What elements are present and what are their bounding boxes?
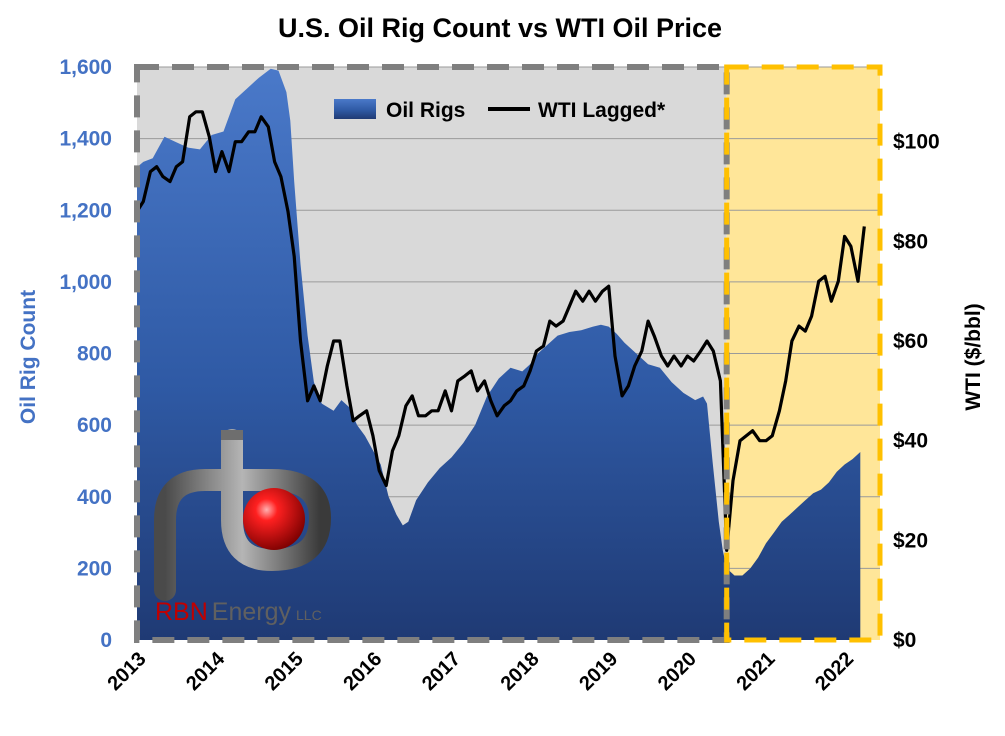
y-left-tick-label: 0 (100, 629, 112, 652)
y-left-tick-label: 600 (77, 414, 112, 437)
logo-red-ball (243, 488, 305, 550)
y-left-tick-label: 1,000 (59, 271, 112, 294)
x-axis-ticks: 2013 2014 2015 2016 2017 2018 2019 2020 2021 2022 (104, 647, 859, 695)
y-left-tick-label: 200 (77, 557, 112, 580)
y-axis-right-label: WTI ($/bbl) (962, 303, 985, 410)
x-tick-label: 2018 (497, 648, 544, 695)
legend-label-wti: WTI Lagged* (538, 99, 666, 122)
y-right-tick-label: $40 (893, 430, 928, 453)
logo-pipe (154, 429, 332, 601)
series-wti-line (137, 110, 866, 552)
x-tick-label: 2021 (733, 648, 780, 695)
y-left-tick-label: 1,600 (59, 56, 112, 79)
y-right-tick-label: $60 (893, 330, 928, 353)
y-left-tick-label: 400 (77, 486, 112, 509)
chart-title: U.S. Oil Rig Count vs WTI Oil Price (278, 13, 722, 43)
legend: Oil Rigs WTI Lagged* (334, 99, 666, 122)
y-left-tick-label: 800 (77, 343, 112, 366)
y-right-tick-label: $100 (893, 131, 940, 154)
legend-label-oil-rigs: Oil Rigs (386, 99, 465, 122)
x-tick-label: 2016 (339, 648, 386, 695)
y-left-tick-label: 1,200 (59, 199, 112, 222)
y-axis-right-ticks: $0 $20 $40 $60 $80 $100 (893, 131, 940, 652)
post-2020-region-border (724, 64, 883, 643)
x-tick-label: 2014 (182, 647, 230, 695)
x-tick-label: 2015 (261, 648, 308, 695)
x-tick-label: 2019 (575, 648, 622, 695)
y-right-tick-label: $80 (893, 230, 928, 253)
rbn-energy-logo: RBN Energy LLC (154, 429, 332, 626)
y-axis-left-label: Oil Rig Count (17, 290, 40, 424)
legend-swatch-oil-rigs (334, 99, 376, 119)
y-right-tick-label: $0 (893, 629, 916, 652)
logo-text: RBN Energy LLC (155, 598, 322, 626)
x-tick-label: 2017 (418, 648, 465, 695)
y-axis-left-ticks: 0 200 400 600 800 1,000 1,200 1,400 1,600 (59, 56, 112, 652)
y-right-tick-label: $20 (893, 529, 928, 552)
x-tick-label: 2022 (811, 648, 858, 695)
y-left-tick-label: 1,400 (59, 128, 112, 151)
x-tick-label: 2013 (104, 648, 151, 695)
x-tick-label: 2020 (654, 648, 701, 695)
